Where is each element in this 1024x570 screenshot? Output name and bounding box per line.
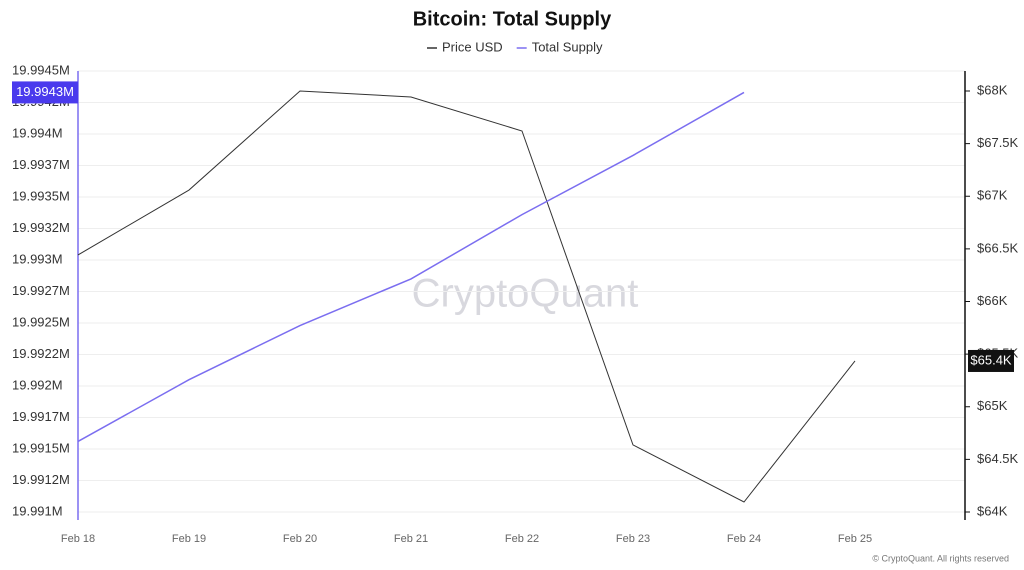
y-tick-label: 19.9935M <box>12 188 70 203</box>
y-tick-label: 19.9912M <box>12 472 70 487</box>
y2-tick-label: $64K <box>977 503 1008 518</box>
y2-tick-label: $64.5K <box>977 451 1019 466</box>
legend: Price USD Total Supply <box>427 39 603 54</box>
x-tick-label: Feb 18 <box>61 533 95 545</box>
y-tick-label: 19.9925M <box>12 314 70 329</box>
y-tick-label: 19.9937M <box>12 157 70 172</box>
x-tick-label: Feb 23 <box>616 533 650 545</box>
y2-tick-label: $68K <box>977 82 1008 97</box>
value-label: 19.9943M <box>16 84 74 99</box>
y2-tick-label: $65K <box>977 398 1008 413</box>
y-tick-label: 19.9927M <box>12 283 70 298</box>
x-tick-label: Feb 25 <box>838 533 872 545</box>
value-label-box <box>968 349 1014 372</box>
y-tick-label: 19.991M <box>12 503 63 518</box>
y-tick-label: 19.992M <box>12 377 63 392</box>
watermark: CryptoQuant <box>412 272 639 316</box>
x-tick-label: Feb 24 <box>727 533 761 545</box>
y-tick-label: 19.9945M <box>12 62 70 77</box>
x-tick-label: Feb 21 <box>394 533 428 545</box>
series-line <box>77 91 745 443</box>
y-tick-label: 19.9915M <box>12 440 70 455</box>
value-label-box <box>12 81 78 104</box>
x-tick-label: Feb 20 <box>283 533 317 545</box>
y2-tick-label: $67.5K <box>977 135 1019 150</box>
chart-title: Bitcoin: Total Supply <box>413 8 612 30</box>
y-tick-label: 19.994M <box>12 125 63 140</box>
x-tick-label: Feb 19 <box>172 533 206 545</box>
y2-tick-label: $67K <box>977 188 1008 203</box>
y-tick-label: 19.9922M <box>12 346 70 361</box>
y-tick-label: 19.9932M <box>12 220 70 235</box>
x-tick-label: Feb 22 <box>505 533 539 545</box>
y2-tick-label: $66.5K <box>977 240 1019 255</box>
credit: © CryptoQuant. All rights reserved <box>872 553 1009 563</box>
series-line <box>77 90 856 503</box>
legend-label: Price USD <box>442 39 503 54</box>
y-tick-label: 19.9917M <box>12 409 70 424</box>
y-tick-label: 19.993M <box>12 251 63 266</box>
legend-label: Total Supply <box>532 39 603 54</box>
value-label: $65.4K <box>970 352 1012 367</box>
y2-tick-label: $66K <box>977 293 1008 308</box>
